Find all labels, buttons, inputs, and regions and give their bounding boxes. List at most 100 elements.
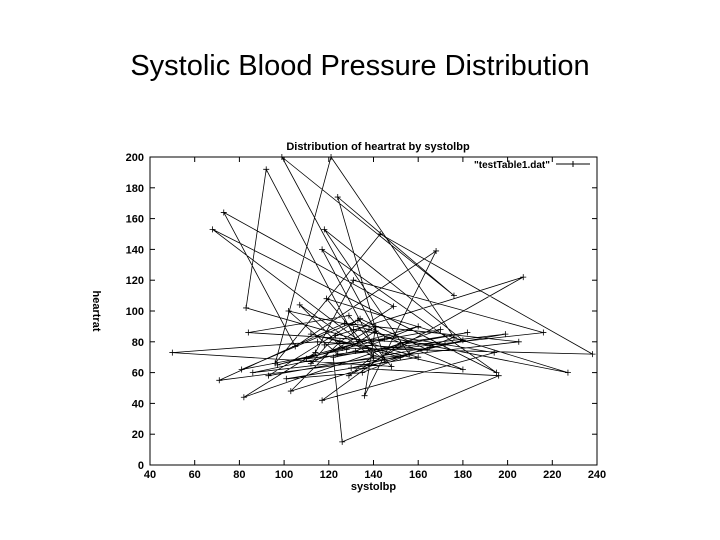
data-point	[424, 346, 431, 353]
data-point	[249, 369, 256, 376]
data-point	[437, 326, 444, 333]
data-point	[245, 329, 252, 336]
y-tick-label: 60	[132, 368, 144, 380]
data-point	[287, 388, 294, 395]
x-tick-label: 160	[409, 469, 427, 481]
data-point	[354, 317, 361, 324]
x-tick-label: 240	[588, 469, 606, 481]
data-point	[314, 338, 321, 345]
x-tick-label: 120	[320, 469, 338, 481]
series-layer	[169, 154, 596, 445]
data-point	[502, 331, 509, 338]
x-axis-label: systolbp	[351, 481, 397, 493]
series-line	[171, 156, 593, 443]
x-tick-label: 80	[233, 469, 245, 481]
data-point	[442, 341, 449, 348]
data-point	[332, 332, 339, 339]
x-tick-label: 40	[144, 469, 156, 481]
data-point	[283, 375, 290, 382]
data-point	[278, 154, 285, 160]
data-point	[540, 329, 547, 336]
data-point	[415, 354, 422, 361]
y-tick-label: 20	[132, 429, 144, 441]
data-point	[388, 363, 395, 370]
data-point	[564, 369, 571, 376]
data-point	[450, 292, 457, 299]
data-point	[220, 209, 227, 216]
data-point	[323, 295, 330, 302]
data-point	[348, 364, 355, 371]
data-point	[368, 338, 375, 345]
data-point	[334, 194, 341, 201]
data-point	[343, 346, 350, 353]
data-point	[307, 360, 314, 367]
y-tick-label: 40	[132, 398, 144, 410]
data-point	[383, 334, 390, 341]
data-point	[319, 397, 326, 404]
data-point	[328, 154, 335, 160]
y-tick-label: 120	[126, 275, 144, 287]
data-point	[209, 226, 216, 233]
data-point	[370, 352, 377, 359]
data-point	[312, 349, 319, 356]
data-point	[495, 372, 502, 379]
data-point	[350, 277, 357, 284]
data-point	[216, 377, 223, 384]
data-point	[589, 351, 596, 358]
data-point	[520, 274, 527, 281]
data-point	[359, 369, 366, 376]
data-point	[377, 231, 384, 237]
data-point	[238, 366, 245, 373]
data-point	[345, 312, 352, 319]
data-point	[240, 394, 247, 401]
x-tick-label: 180	[454, 469, 472, 481]
data-point	[354, 340, 361, 347]
y-tick-label: 140	[126, 244, 144, 256]
x-tick-label: 220	[543, 469, 561, 481]
data-point	[406, 351, 413, 358]
chart-title: Distribution of heartrat by systolbp	[286, 141, 470, 153]
axes: 40 60 80 100 120 140 160 180 200 220 240 0 20 40 60 80 1…	[126, 152, 607, 481]
data-point	[321, 341, 328, 348]
data-point	[336, 338, 343, 345]
data-point	[265, 372, 272, 379]
data-point	[459, 366, 466, 373]
data-point	[352, 348, 359, 355]
data-point	[350, 326, 357, 333]
data-point	[491, 349, 498, 356]
data-point	[390, 303, 397, 310]
data-point	[515, 338, 522, 345]
data-point	[433, 247, 440, 254]
data-point	[292, 343, 299, 350]
data-point	[319, 246, 326, 253]
data-point	[334, 351, 341, 358]
data-point	[366, 326, 373, 333]
y-tick-label: 80	[132, 337, 144, 349]
data-point	[397, 340, 404, 347]
y-tick-label: 200	[126, 152, 144, 164]
x-tick-label: 200	[498, 469, 516, 481]
data-point	[345, 372, 352, 379]
data-point	[321, 226, 328, 233]
data-point	[307, 331, 314, 338]
y-tick-label: 0	[138, 460, 144, 472]
y-tick-label: 160	[126, 214, 144, 226]
data-point	[169, 349, 176, 356]
data-point	[303, 355, 310, 362]
legend: "testTable1.dat"	[474, 160, 590, 171]
data-point	[272, 360, 279, 367]
legend-label: "testTable1.dat"	[474, 160, 550, 171]
data-point	[263, 166, 270, 173]
data-point	[415, 323, 422, 330]
data-point	[381, 357, 388, 364]
data-point	[341, 320, 348, 327]
y-tick-label: 100	[126, 306, 144, 318]
x-tick-label: 60	[189, 469, 201, 481]
data-point	[464, 329, 471, 336]
data-point	[397, 354, 404, 361]
data-point	[285, 308, 292, 314]
data-point	[493, 369, 500, 376]
x-tick-label: 100	[275, 469, 293, 481]
y-tick-label: 180	[126, 183, 144, 195]
